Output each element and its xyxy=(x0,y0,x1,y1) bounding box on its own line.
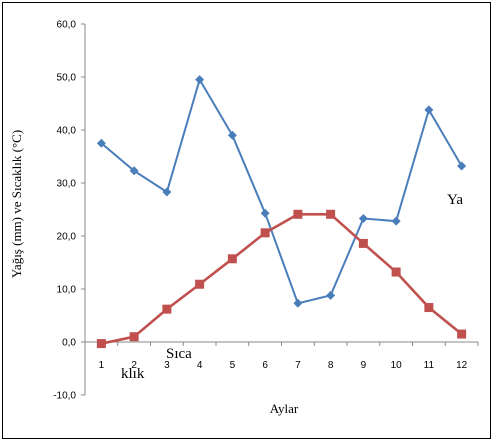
data-point xyxy=(96,138,106,148)
x-tick-label: 11 xyxy=(424,360,435,371)
data-point xyxy=(326,209,336,219)
annotation-ya: Ya xyxy=(447,192,463,208)
data-point xyxy=(391,216,401,226)
data-point xyxy=(227,130,237,140)
data-point xyxy=(260,208,270,218)
x-tick-label: 2 xyxy=(131,360,137,371)
data-point xyxy=(195,279,205,289)
data-point xyxy=(326,290,336,300)
x-tick-label: 8 xyxy=(328,360,334,371)
x-tick-label: 6 xyxy=(262,360,268,371)
data-point xyxy=(227,254,237,264)
x-tick-label: 9 xyxy=(361,360,367,371)
annotation-sica: Sıca xyxy=(166,346,192,362)
x-tick-label: 7 xyxy=(295,360,301,371)
y-tick-label: -10,0 xyxy=(53,391,76,402)
data-point xyxy=(195,75,205,85)
y-tick-labels: -10,0 0,0 10,0 20,0 30,0 40,0 50,0 60,0 xyxy=(53,20,85,402)
x-tick-labels: 1 2 3 4 5 6 7 8 9 10 11 12 xyxy=(84,342,479,371)
x-tick-label: 10 xyxy=(391,360,403,371)
data-point xyxy=(424,303,434,313)
y-tick-label: 60,0 xyxy=(57,20,77,31)
x-axis-title: Aylar xyxy=(270,401,299,416)
y-tick-label: 50,0 xyxy=(57,73,77,84)
series-2 xyxy=(96,209,467,349)
data-point xyxy=(391,267,401,277)
data-point xyxy=(457,329,467,339)
y-tick-label: 20,0 xyxy=(57,232,77,243)
y-tick-label: 0,0 xyxy=(62,338,76,349)
data-point xyxy=(162,187,172,197)
x-tick-label: 1 xyxy=(99,360,105,371)
annotation-klik: klık xyxy=(121,366,145,382)
data-point xyxy=(424,105,434,115)
data-point xyxy=(293,209,303,219)
chart-frame xyxy=(2,2,491,439)
series-1 xyxy=(96,75,467,308)
data-point xyxy=(129,166,139,176)
data-point xyxy=(358,214,368,224)
y-tick-label: 40,0 xyxy=(57,126,77,137)
x-tick-label: 5 xyxy=(230,360,236,371)
x-tick-label: 3 xyxy=(164,360,170,371)
y-tick-label: 10,0 xyxy=(57,285,77,296)
data-point xyxy=(260,228,270,238)
data-point xyxy=(293,298,303,308)
data-point xyxy=(162,304,172,314)
data-point xyxy=(358,238,368,248)
data-point xyxy=(96,339,106,349)
data-point xyxy=(129,332,139,342)
x-tick-label: 12 xyxy=(456,360,468,371)
y-tick-label: 30,0 xyxy=(57,179,77,190)
data-point xyxy=(457,161,467,171)
series-2-line xyxy=(101,212,463,345)
series-layer xyxy=(96,75,467,349)
x-tick-label: 4 xyxy=(197,360,203,371)
series-1-line xyxy=(100,77,463,305)
y-axis-title: Yağış (mm) ve Sıcaklık (°C) xyxy=(9,130,24,278)
